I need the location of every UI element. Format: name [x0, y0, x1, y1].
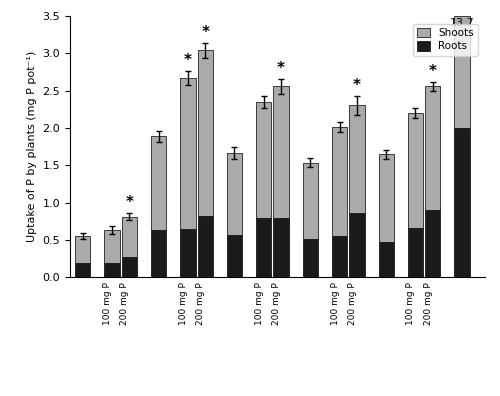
Text: 200 mg P: 200 mg P [196, 282, 205, 325]
Bar [227, 153, 242, 235]
Text: *: * [201, 25, 209, 40]
Bar [425, 209, 440, 277]
Text: *: * [184, 53, 192, 68]
Bar [408, 228, 423, 277]
Legend: Shoots, Roots: Shoots, Roots [413, 24, 478, 55]
Bar [274, 86, 288, 218]
Text: 200 mg P: 200 mg P [348, 282, 357, 325]
Bar [408, 113, 423, 228]
Bar [180, 228, 196, 277]
Text: 200 mg P: 200 mg P [272, 282, 281, 325]
Bar [151, 230, 166, 277]
Bar [332, 127, 347, 236]
Bar [180, 78, 196, 228]
Text: 100 mg P: 100 mg P [255, 282, 264, 325]
Bar [198, 216, 213, 277]
Y-axis label: Uptake of P by plants (mg P pot⁻¹): Uptake of P by plants (mg P pot⁻¹) [27, 51, 37, 242]
Bar [104, 230, 120, 263]
Text: 100 mg P: 100 mg P [103, 282, 112, 325]
Bar [454, 128, 469, 277]
Text: *: * [429, 64, 437, 79]
Bar [350, 105, 364, 213]
Bar [198, 50, 213, 216]
Bar [302, 239, 318, 277]
Text: 200 mg P: 200 mg P [424, 282, 433, 325]
Bar [378, 154, 394, 242]
Bar [274, 218, 288, 277]
Bar [227, 235, 242, 277]
Text: 200 mg P: 200 mg P [120, 282, 130, 325]
Text: *: * [353, 78, 361, 93]
Bar [75, 236, 90, 263]
Text: 100 mg P: 100 mg P [179, 282, 188, 325]
Bar [122, 217, 137, 257]
Bar [256, 102, 272, 218]
Text: 13.7: 13.7 [450, 18, 474, 28]
Bar [332, 236, 347, 277]
Text: *: * [126, 195, 134, 210]
Bar [75, 263, 90, 277]
Bar [122, 257, 137, 277]
Bar [151, 137, 166, 230]
Text: *: * [277, 61, 285, 76]
Bar [302, 163, 318, 239]
Bar [104, 263, 120, 277]
Bar [454, 16, 469, 128]
Text: 100 mg P: 100 mg P [406, 282, 416, 325]
Text: 100 mg P: 100 mg P [330, 282, 340, 325]
Bar [378, 242, 394, 277]
Bar [256, 218, 272, 277]
Bar [425, 86, 440, 209]
Bar [350, 213, 364, 277]
